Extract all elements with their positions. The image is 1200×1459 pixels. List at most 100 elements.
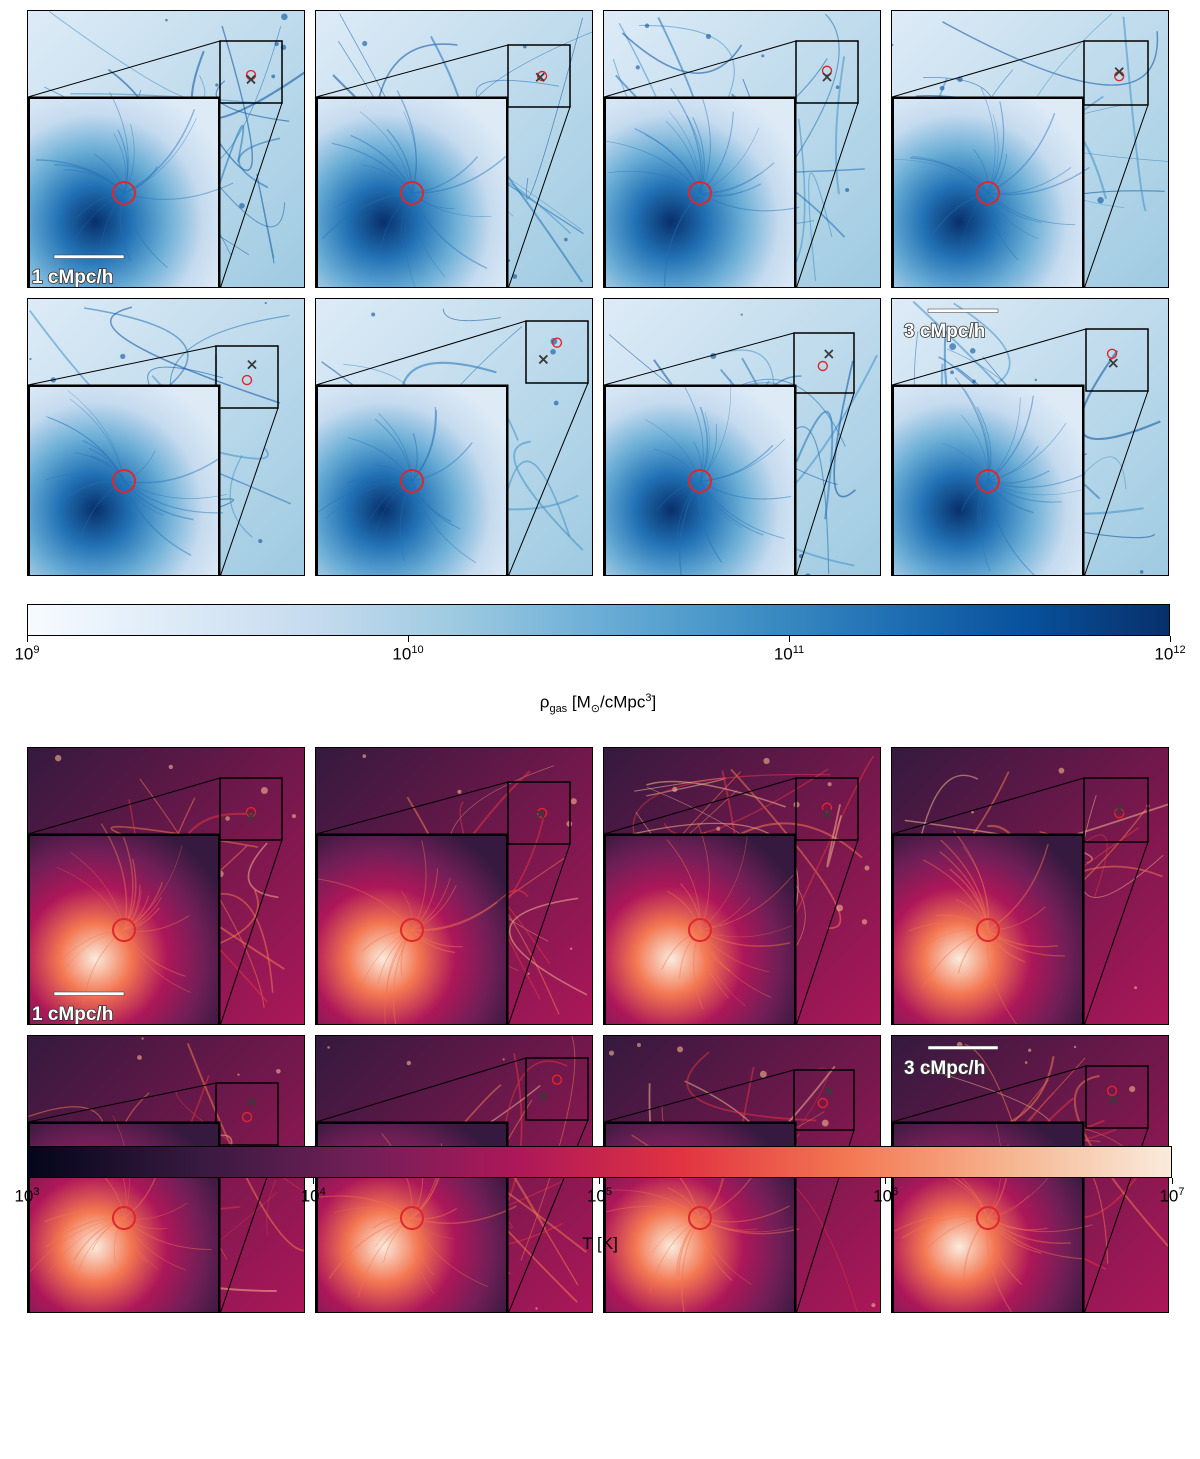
colorbar-tick-label: 1010 [392, 644, 424, 664]
density-panel [603, 10, 881, 288]
cross-marker [1114, 804, 1124, 814]
cross-marker [1108, 1095, 1118, 1105]
main-scalebar: 3 cMpc/h [903, 308, 999, 343]
inset-halo-circle [688, 918, 712, 942]
inset-scalebar: 1 cMpc/h [31, 254, 125, 288]
temperature-zoom-inset [316, 833, 509, 1024]
inset-scalebar-label: 1 cMpc/h [32, 267, 113, 288]
inset-halo-circle [400, 918, 424, 942]
cross-marker [247, 359, 257, 370]
inset-halo-circle [112, 1206, 136, 1230]
colorbar-tick-label: 1011 [773, 644, 805, 664]
halo-circle-marker [241, 374, 253, 386]
inset-scalebar-label: 1 cMpc/h [32, 1004, 113, 1025]
temperature-zoom-inset [604, 822, 797, 1024]
colorbar-tick [312, 1178, 314, 1184]
cross-marker [1114, 67, 1124, 77]
inset-halo-circle [400, 1206, 424, 1230]
inset-halo-circle [112, 918, 136, 942]
density-panel [603, 298, 881, 576]
colorbar-tick [26, 636, 28, 642]
halo-circle-marker [551, 337, 563, 348]
colorbar-tick-label: 104 [300, 1186, 326, 1206]
inset-halo-circle [976, 1206, 1000, 1230]
halo-circle-marker [536, 70, 548, 82]
temperature-colorbar-label: T [K] [582, 1234, 618, 1253]
halo-circle-marker [817, 360, 829, 372]
temperature-map [892, 748, 1168, 1024]
temperature-map [604, 748, 880, 1024]
cross-marker [822, 809, 832, 819]
colorbar-tick-label: 1012 [1154, 644, 1186, 664]
density-panel [27, 298, 305, 576]
density-panel [315, 10, 593, 288]
colorbar-tick-label: 106 [873, 1186, 899, 1206]
colorbar-tick [788, 636, 790, 642]
main-scalebar: 3 cMpc/h [903, 1045, 999, 1080]
inset-scalebar: 1 cMpc/h [31, 991, 125, 1025]
inset-halo-circle [112, 469, 136, 493]
density-zoom-inset [316, 90, 509, 287]
main-scalebar-label: 3 cMpc/h [904, 321, 985, 342]
halo-circle-marker [551, 1074, 563, 1085]
temperature-map [316, 748, 592, 1024]
cross-marker [535, 72, 545, 82]
density-panel [315, 298, 593, 576]
colorbar-tick [26, 1178, 28, 1184]
cross-marker [246, 74, 256, 85]
density-map [28, 299, 304, 575]
density-map: 1 cMpc/h [28, 11, 304, 288]
halo-circle-marker [1106, 1085, 1118, 1096]
density-map [316, 299, 592, 575]
colorbar-tick [1171, 1178, 1173, 1184]
halo-circle-marker [821, 65, 833, 76]
density-colorbar [27, 604, 1170, 636]
density-map [604, 11, 880, 287]
halo-circle-marker [1106, 348, 1118, 359]
inset-halo-circle [112, 181, 136, 205]
temperature-colorbar [27, 1146, 1172, 1178]
density-panel [891, 10, 1169, 288]
density-map [892, 11, 1168, 287]
density-colorbar-label: ρgas [M⊙/cMpc3] [539, 692, 657, 716]
colorbar-tick-label: 105 [586, 1186, 613, 1206]
cross-marker [535, 809, 545, 819]
colorbar-tick [885, 1178, 887, 1184]
cross-marker [824, 1086, 834, 1096]
halo-circle-marker [536, 807, 548, 819]
density-zoom-inset [604, 379, 797, 575]
colorbar-tick [407, 636, 409, 642]
colorbar-tick [1169, 636, 1171, 642]
colorbar-tick-label: 103 [14, 1186, 40, 1206]
halo-circle-marker [241, 1111, 253, 1123]
cross-marker [822, 72, 832, 82]
main-scalebar-label: 3 cMpc/h [904, 1058, 985, 1079]
inset-halo-circle [976, 181, 1000, 205]
temperature-panel [315, 747, 593, 1025]
density-map [604, 299, 880, 575]
inset-halo-circle [400, 181, 424, 205]
density-zoom-inset [28, 384, 227, 575]
density-map: 3 cMpc/h [892, 299, 1168, 575]
cross-marker [538, 354, 548, 365]
inset-halo-circle [688, 181, 712, 205]
temperature-map: 1 cMpc/h [28, 748, 304, 1025]
density-panel: 3 cMpc/h [891, 298, 1169, 576]
density-zoom-inset [892, 377, 1086, 575]
density-panel: 1 cMpc/h [27, 10, 305, 288]
density-map [316, 11, 592, 287]
inset-halo-circle [688, 1206, 712, 1230]
halo-circle-marker [821, 802, 833, 813]
density-zoom-inset [892, 87, 1090, 287]
temperature-panel [603, 747, 881, 1025]
cross-marker [247, 1096, 257, 1107]
colorbar-tick-label: 107 [1159, 1186, 1185, 1206]
density-zoom-inset [316, 384, 509, 575]
cross-marker [538, 1091, 548, 1102]
cross-marker [246, 811, 256, 822]
temperature-zoom-inset [892, 830, 1085, 1024]
inset-halo-circle [400, 469, 424, 493]
cross-marker [1108, 358, 1118, 368]
temperature-panel [891, 747, 1169, 1025]
density-zoom-inset [604, 88, 800, 287]
